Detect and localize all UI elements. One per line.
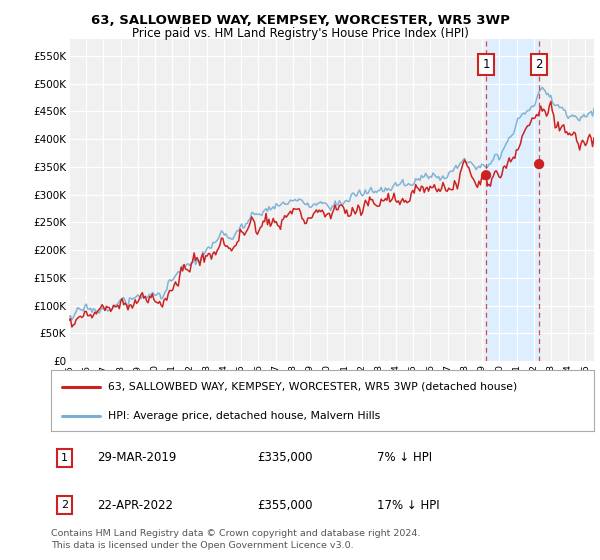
Text: 7% ↓ HPI: 7% ↓ HPI	[377, 451, 432, 464]
Text: 63, SALLOWBED WAY, KEMPSEY, WORCESTER, WR5 3WP: 63, SALLOWBED WAY, KEMPSEY, WORCESTER, W…	[91, 14, 509, 27]
Text: Contains HM Land Registry data © Crown copyright and database right 2024.
This d: Contains HM Land Registry data © Crown c…	[51, 529, 421, 550]
Text: £335,000: £335,000	[257, 451, 313, 464]
Text: 2: 2	[535, 58, 543, 71]
Text: HPI: Average price, detached house, Malvern Hills: HPI: Average price, detached house, Malv…	[108, 411, 380, 421]
Point	[534, 160, 544, 169]
Text: 22-APR-2022: 22-APR-2022	[97, 499, 173, 512]
Point	[481, 171, 491, 180]
Text: 29-MAR-2019: 29-MAR-2019	[97, 451, 176, 464]
Text: £355,000: £355,000	[257, 499, 313, 512]
Bar	[486, 39, 539, 361]
Text: Price paid vs. HM Land Registry's House Price Index (HPI): Price paid vs. HM Land Registry's House …	[131, 26, 469, 40]
Text: 1: 1	[482, 58, 490, 71]
Text: 1: 1	[61, 452, 68, 463]
Text: 17% ↓ HPI: 17% ↓ HPI	[377, 499, 439, 512]
Text: 63, SALLOWBED WAY, KEMPSEY, WORCESTER, WR5 3WP (detached house): 63, SALLOWBED WAY, KEMPSEY, WORCESTER, W…	[108, 382, 517, 392]
Text: 2: 2	[61, 500, 68, 510]
